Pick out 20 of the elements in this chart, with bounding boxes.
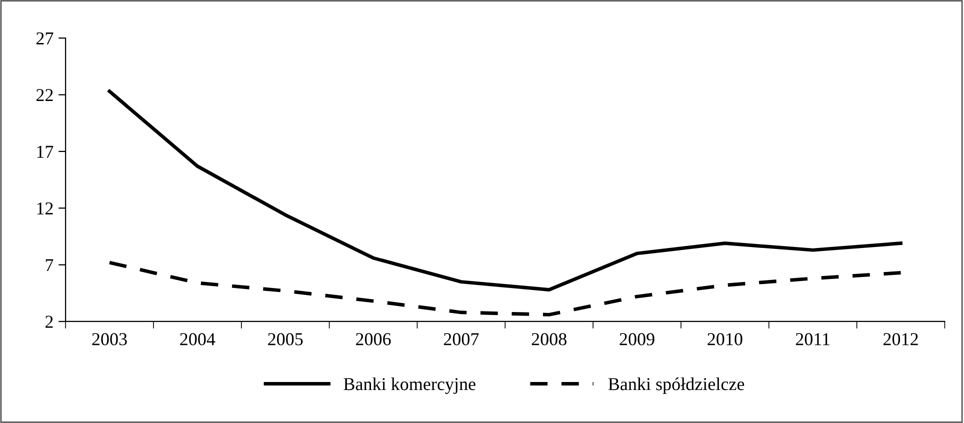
x-tick-label: 2011 [796, 333, 830, 346]
x-tick-label: 2003 [92, 333, 127, 346]
x-tick-label: 2007 [444, 333, 479, 346]
x-tick-label: 2006 [356, 333, 391, 346]
line-series [108, 90, 902, 292]
y-tick-label: 7 [46, 259, 54, 272]
y-tick-label: 2 [46, 316, 53, 328]
x-tick-label: 2008 [532, 333, 566, 346]
line-series [108, 260, 902, 316]
x-tick-label: 2010 [708, 333, 742, 346]
y-tick-label: 22 [36, 89, 53, 102]
x-tick-label: 2004 [180, 333, 216, 346]
y-tick-label: 27 [36, 32, 54, 44]
x-tick-label: 2009 [620, 333, 654, 346]
legend-label: Banki komercyjne [344, 378, 476, 394]
legend-label: Banki spółdzielcze [608, 377, 744, 394]
x-tick-label: 2012 [884, 333, 918, 346]
y-tick-label: 17 [37, 146, 54, 158]
y-tick-label: 12 [37, 202, 53, 214]
x-tick-label: 2005 [268, 333, 303, 346]
